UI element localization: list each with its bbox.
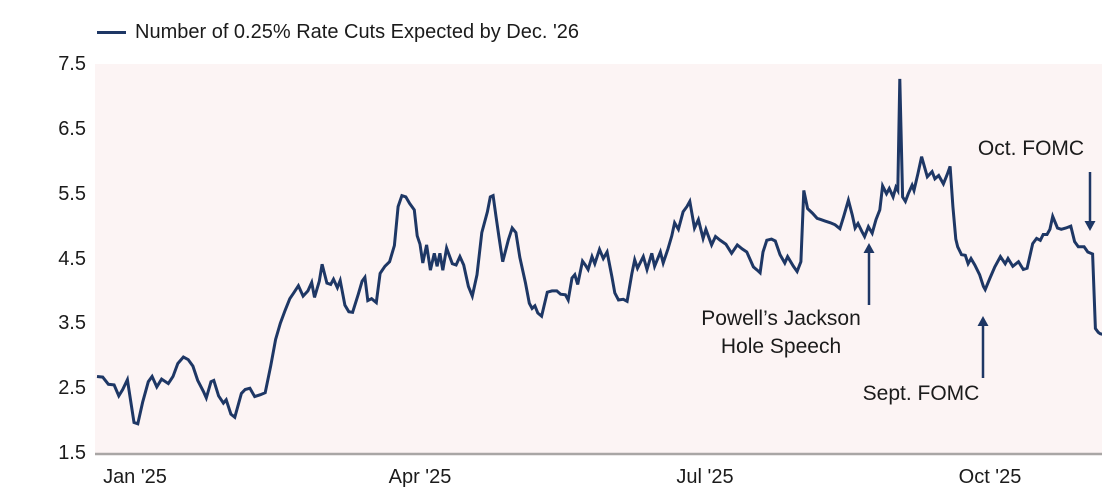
annotation-arrows (863, 172, 1096, 378)
y-tick-label: 2.5 (58, 377, 86, 400)
annotation-label: Powell’s Jackson Hole Speech (701, 307, 861, 358)
legend-label: Number of 0.25% Rate Cuts Expected by De… (135, 21, 580, 43)
annotation-arrowhead (1084, 221, 1096, 231)
y-tick-label: 1.5 (58, 442, 86, 464)
annotation-label: Oct. FOMC (977, 137, 1085, 160)
rate-cuts-line (96, 78, 1102, 426)
annotation-arrowhead (863, 243, 875, 253)
y-tick-label: 3.5 (58, 312, 86, 335)
y-tick-label: 6.5 (58, 117, 86, 140)
x-tick-label: Apr '25 (388, 466, 452, 488)
rate-cuts-chart: Number of 0.25% Rate Cuts Expected by De… (40, 16, 1102, 497)
annotation-arrowhead (977, 316, 989, 326)
chart-canvas (95, 64, 1102, 456)
legend-line-swatch (97, 31, 126, 34)
x-tick-label: Oct '25 (958, 466, 1022, 488)
y-tick-label: 5.5 (58, 182, 86, 205)
x-tick-label: Jan '25 (103, 466, 167, 488)
y-tick-label: 4.5 (58, 247, 86, 270)
y-tick-label: 7.5 (58, 53, 86, 75)
plot-background (95, 64, 1102, 454)
x-tick-label: Jul '25 (676, 466, 734, 488)
annotation-label: Sept. FOMC (862, 382, 980, 405)
legend: Number of 0.25% Rate Cuts Expected by De… (97, 21, 579, 44)
